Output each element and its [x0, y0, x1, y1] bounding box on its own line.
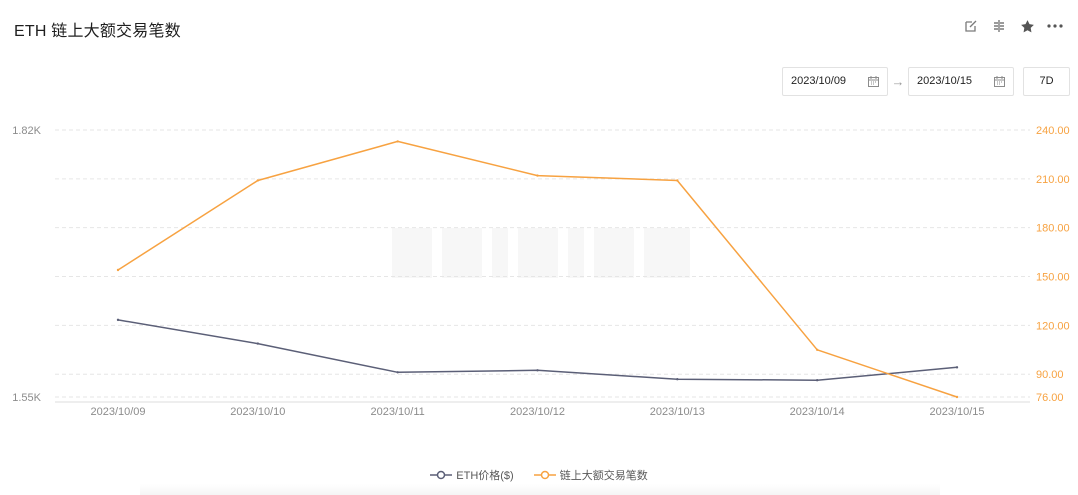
- x-tick-label: 2023/10/15: [929, 406, 984, 418]
- x-tick-label: 2023/10/12: [510, 406, 565, 418]
- chart-header: ETH 链上大额交易笔数: [0, 0, 1078, 56]
- y-left-tick-label: 1.82K: [12, 125, 41, 137]
- start-date-value: 2023/10/09: [791, 75, 847, 87]
- end-date-value: 2023/10/15: [917, 75, 973, 87]
- y-right-tick-label: 150.00: [1036, 272, 1070, 284]
- legend-label-price: ETH价格($): [456, 470, 514, 482]
- page-title: ETH 链上大额交易笔数: [14, 23, 181, 40]
- toolbar: [962, 17, 1064, 35]
- data-point-count[interactable]: [955, 395, 959, 399]
- data-point-price[interactable]: [955, 366, 959, 369]
- watermark-logo: [392, 228, 690, 278]
- data-point-price[interactable]: [676, 378, 679, 381]
- star-icon[interactable]: [1018, 17, 1036, 35]
- data-point-count[interactable]: [536, 174, 539, 177]
- line-chart: 240.00 210.00 180.00 150.00 120.00 90.00 76.00…: [12, 125, 1070, 418]
- data-point-count[interactable]: [815, 348, 819, 351]
- data-point-price[interactable]: [815, 378, 819, 382]
- data-point-price[interactable]: [116, 318, 120, 322]
- data-point-price[interactable]: [396, 371, 399, 374]
- y-right-tick-label: 210.00: [1036, 174, 1070, 186]
- data-point-count[interactable]: [676, 179, 679, 182]
- data-point-count[interactable]: [256, 179, 260, 182]
- start-date-input[interactable]: 2023/10/09: [782, 67, 888, 96]
- bottom-shade: [140, 484, 940, 495]
- data-point-price[interactable]: [536, 369, 539, 372]
- y-right-tick-label: 120.00: [1036, 320, 1070, 332]
- x-tick-label: 2023/10/11: [371, 406, 425, 418]
- x-tick-label: 2023/10/14: [790, 406, 845, 418]
- data-point-count[interactable]: [116, 268, 120, 272]
- x-tick-label: 2023/10/09: [90, 406, 145, 418]
- edit-icon[interactable]: [962, 17, 980, 35]
- calendar-icon: [994, 76, 1005, 87]
- period-7d-button[interactable]: 7D: [1023, 67, 1070, 96]
- end-date-input[interactable]: 2023/10/15: [908, 67, 1014, 96]
- more-icon[interactable]: [1046, 17, 1064, 35]
- legend-item-count[interactable]: 链上大额交易笔数: [533, 467, 648, 483]
- data-point-count[interactable]: [396, 140, 399, 143]
- x-tick-label: 2023/10/10: [230, 406, 285, 418]
- compare-icon[interactable]: [990, 17, 1008, 35]
- data-point-price[interactable]: [256, 342, 260, 345]
- y-right-tick-label: 240.00: [1036, 125, 1070, 137]
- legend: ETH价格($) 链上大额交易笔数: [0, 467, 1078, 483]
- arrow-right-icon: →: [891, 74, 905, 89]
- y-right-tick-label: 90.00: [1036, 369, 1064, 381]
- legend-label-count: 链上大额交易笔数: [559, 470, 648, 482]
- calendar-icon: [868, 76, 879, 87]
- y-left-tick-label: 1.55K: [12, 392, 41, 404]
- legend-marker-price: [430, 470, 453, 480]
- date-range: 2023/10/09 → 2023/10/15: [782, 67, 1014, 96]
- legend-item-price[interactable]: ETH价格($): [430, 467, 514, 483]
- y-right-tick-label: 76.00: [1036, 392, 1064, 404]
- y-right-tick-label: 180.00: [1036, 223, 1070, 235]
- legend-marker-count: [533, 470, 556, 480]
- x-tick-label: 2023/10/13: [650, 406, 705, 418]
